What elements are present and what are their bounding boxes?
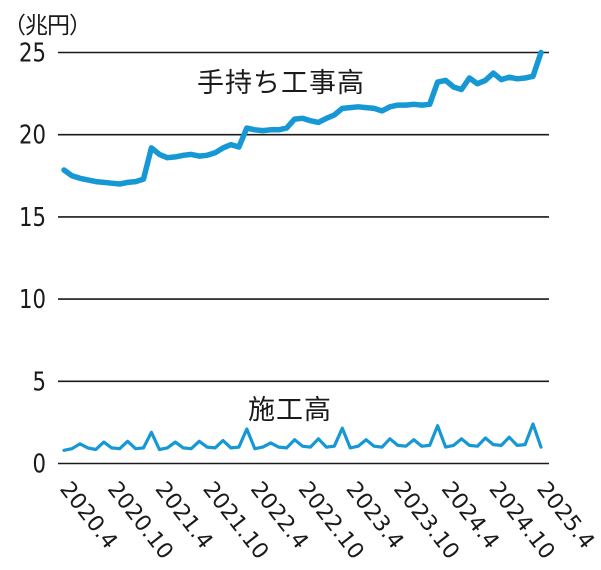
y-tick-label-10: 10	[19, 285, 46, 315]
series-label-volume: 施工高	[248, 395, 332, 426]
y-tick-label-25: 25	[19, 39, 46, 69]
y-tick-label-5: 5	[33, 367, 47, 397]
line-backlog	[61, 49, 544, 187]
y-tick-label-0: 0	[33, 450, 47, 480]
y-tick-label-20: 20	[19, 121, 46, 151]
line-volume	[62, 422, 543, 452]
series-label-backlog: 手持ち工事高	[197, 68, 365, 99]
y-tick-label-15: 15	[19, 203, 46, 233]
y-axis-unit-label: （兆円）	[3, 13, 92, 39]
